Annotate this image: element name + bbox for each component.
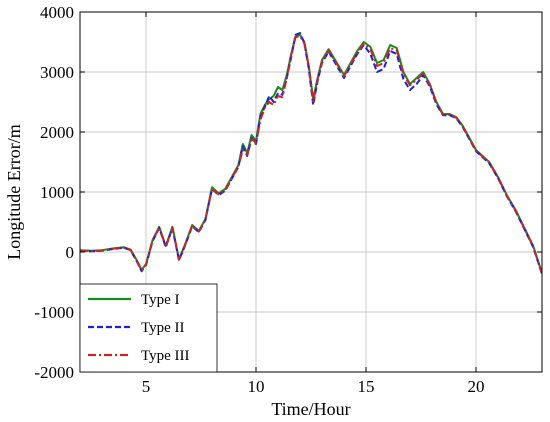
x-axis-label: Time/Hour	[271, 399, 350, 419]
x-tick-label: 5	[142, 377, 151, 396]
legend-label-type-2: Type II	[141, 320, 185, 336]
x-tick-label: 20	[468, 377, 485, 396]
y-tick-label: 0	[66, 243, 75, 262]
y-tick-label: 2000	[40, 123, 74, 142]
x-tick-label: 10	[248, 377, 265, 396]
series-lines	[80, 32, 542, 275]
y-tick-label: -1000	[34, 303, 74, 322]
axis-ticks: 5 10 15 20 -2000 -1000 0 1000 2000 3000 4000	[34, 3, 542, 396]
legend-label-type-3: Type III	[141, 348, 190, 364]
y-tick-label: 3000	[40, 63, 74, 82]
y-tick-label: 4000	[40, 3, 74, 22]
series-line-type-3	[80, 35, 542, 274]
grid-lines	[80, 12, 542, 372]
y-axis-label: Longitude Error/m	[4, 124, 24, 259]
y-tick-label: -2000	[34, 363, 74, 382]
y-tick-label: 1000	[40, 183, 74, 202]
legend-label-type-1: Type I	[141, 292, 180, 308]
x-tick-label: 15	[358, 377, 375, 396]
legend: Type I Type II Type III	[79, 283, 218, 373]
